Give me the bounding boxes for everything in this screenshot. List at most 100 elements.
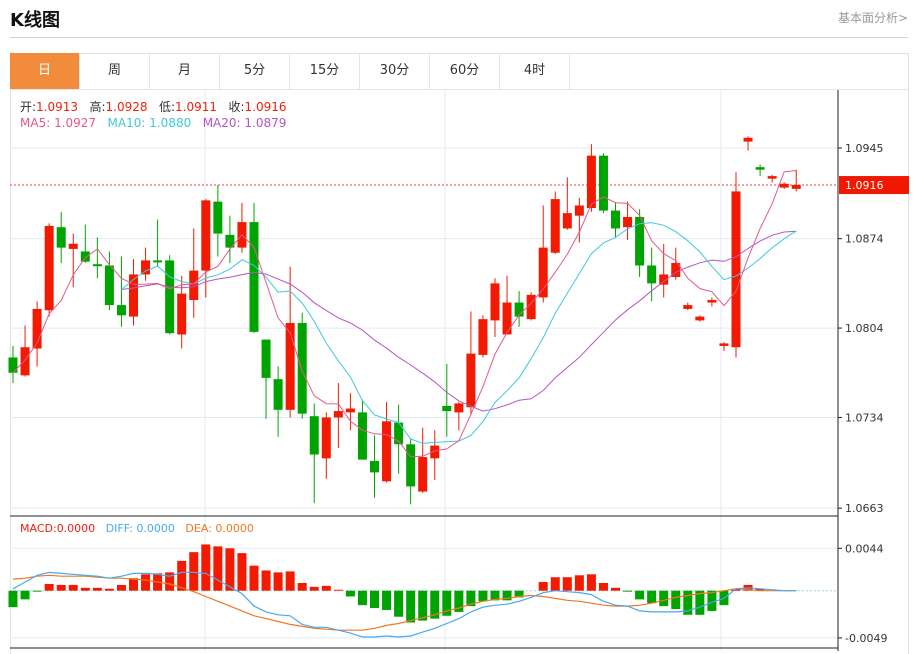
candle-down (755, 167, 765, 170)
macd-bar (80, 587, 90, 591)
macd-bar (44, 583, 54, 591)
macd-bar (177, 560, 187, 591)
macd-tick-label: -0.0049 (845, 632, 887, 645)
macd-bar (442, 590, 452, 616)
candle-down (104, 265, 114, 306)
price-tick-label: 1.0734 (845, 411, 884, 424)
price-tick-label: 1.0804 (845, 322, 884, 335)
macd-bar (333, 589, 343, 591)
divider (10, 37, 908, 38)
candle-up (345, 408, 355, 413)
candle-up (731, 191, 741, 348)
macd-value: 0.0000 (56, 522, 96, 535)
candle-up (538, 247, 548, 298)
candle-up (189, 270, 199, 300)
macd-bar (454, 590, 464, 612)
macd-bar (574, 575, 584, 591)
candle-up (671, 262, 681, 277)
candle-up (285, 322, 295, 410)
open-value: 1.0913 (36, 100, 79, 114)
tab-month[interactable]: 月 (150, 53, 220, 89)
candle-down (8, 357, 18, 373)
candle-down (153, 260, 163, 263)
macd-bar (695, 590, 705, 615)
candle-down (370, 460, 379, 473)
candle-up (382, 421, 392, 482)
ma-info: MA5: 1.0927 MA10: 1.0880 MA20: 1.0879 (20, 116, 286, 130)
macd-bar (562, 577, 572, 591)
macd-bar (659, 590, 669, 607)
candle-up (333, 411, 343, 418)
candle-down (116, 305, 126, 316)
fundamental-analysis-link[interactable]: 基本面分析> (837, 11, 908, 25)
candle-up (454, 403, 464, 413)
candle-up (707, 299, 717, 303)
macd-bar (141, 574, 151, 591)
period-tabs: 日 周 月 5分 15分 30分 60分 4时 (10, 53, 908, 90)
ma20-line (121, 230, 797, 412)
tab-15min[interactable]: 15分 (290, 53, 360, 89)
ma20-label: MA20: (202, 116, 241, 130)
macd-bar (755, 588, 765, 591)
macd-bar (309, 586, 319, 591)
candle-up (478, 319, 488, 355)
macd-bar (225, 548, 235, 591)
diff-line (12, 571, 797, 638)
macd-bar (538, 582, 548, 591)
macd-label: MACD: (20, 522, 57, 535)
macd-bar (731, 588, 741, 591)
candle-up (68, 243, 78, 249)
macd-bar (490, 590, 500, 601)
candle-down (213, 201, 223, 234)
macd-bar (129, 578, 138, 591)
close-label: 收: (228, 100, 245, 114)
current-price-label: 1.0916 (845, 179, 884, 192)
candle-up (32, 308, 42, 349)
ma20-value: 1.0879 (244, 116, 287, 130)
candle-down (80, 251, 90, 262)
ma5-line (12, 170, 797, 458)
candle-up (466, 353, 476, 408)
dea-value: 0.0000 (215, 522, 254, 535)
candle-down (611, 210, 620, 229)
macd-bar (370, 590, 379, 609)
diff-value: 0.0000 (136, 522, 175, 535)
macd-bar (382, 590, 392, 610)
macd-bar (357, 590, 367, 606)
macd-bar (707, 590, 717, 611)
candle-down (357, 412, 367, 460)
dea-label: DEA: (185, 522, 212, 535)
candle-up (767, 176, 777, 179)
macd-bar (647, 590, 657, 604)
candle-down (442, 405, 452, 412)
high-value: 1.0928 (105, 100, 148, 114)
candle-up (177, 293, 187, 335)
candle-up (779, 183, 789, 188)
macd-bar (418, 590, 428, 621)
macd-bar (478, 590, 488, 602)
macd-bar (297, 582, 307, 591)
macd-bar (201, 544, 211, 591)
tab-30min[interactable]: 30分 (360, 53, 430, 89)
tab-week[interactable]: 周 (80, 53, 150, 89)
tab-5min[interactable]: 5分 (220, 53, 290, 89)
tab-60min[interactable]: 60分 (430, 53, 500, 89)
macd-bar (165, 572, 175, 591)
macd-bar (502, 590, 512, 601)
current-price-tag (839, 176, 909, 195)
macd-bar (394, 590, 404, 617)
candle-down (647, 265, 657, 284)
candle-up (623, 216, 633, 228)
tab-4h[interactable]: 4时 (500, 53, 570, 89)
candle-up (586, 155, 596, 209)
price-tick-label: 1.0663 (845, 502, 884, 515)
tab-day[interactable]: 日 (10, 53, 80, 89)
candle-up (20, 347, 30, 376)
macd-bar (213, 546, 223, 591)
macd-info: MACD:0.0000 DIFF: 0.0000 DEA: 0.0000 (20, 522, 254, 535)
macd-bar (20, 590, 30, 600)
ma5-value: 1.0927 (54, 116, 97, 130)
low-value: 1.0911 (175, 100, 218, 114)
macd-bar (116, 584, 126, 591)
